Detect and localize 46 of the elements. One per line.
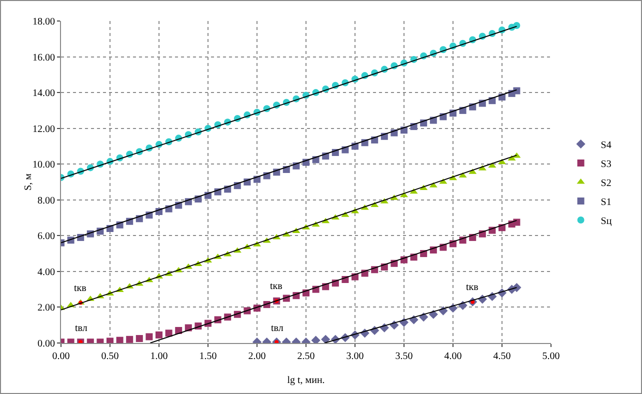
- y-tick-label: 0.00: [38, 338, 55, 350]
- point: [513, 22, 520, 29]
- annotation: tвл: [271, 323, 284, 334]
- point: [146, 333, 153, 340]
- x-tick-label: 0.00: [52, 351, 70, 362]
- legend-label: S2: [600, 178, 612, 189]
- x-tick-label: 2.00: [248, 351, 266, 362]
- point: [311, 336, 320, 343]
- x-tick-label: 2.50: [297, 351, 315, 362]
- y-tick-label: 6.00: [38, 231, 55, 242]
- x-tick-label: 5.00: [542, 351, 560, 362]
- point: [156, 331, 162, 338]
- annotation: tвл: [75, 323, 88, 334]
- x-tick-label: 1.50: [199, 351, 217, 362]
- point: [116, 336, 124, 343]
- point: [106, 338, 114, 343]
- point: [513, 87, 520, 94]
- legend-label: S1: [600, 196, 612, 208]
- annotation: tкв: [74, 283, 87, 294]
- point: [126, 336, 134, 343]
- y-tick-label: 14.00: [32, 88, 55, 100]
- y-tick-label: 12.00: [32, 124, 55, 135]
- y-axis-title: S, м: [23, 172, 34, 190]
- x-tick-label: 1.00: [150, 351, 168, 362]
- x-axis-title: lg t, мин.: [287, 375, 325, 386]
- point: [513, 218, 520, 226]
- x-tick-label: 3.50: [395, 351, 413, 362]
- annotation: tкв: [466, 282, 479, 293]
- point: [419, 312, 428, 322]
- legend-label: S4: [600, 140, 612, 151]
- y-tick-label: 16.00: [32, 52, 55, 64]
- x-tick-label: 4.50: [493, 351, 511, 362]
- x-tick-label: 4.00: [444, 351, 462, 362]
- point: [136, 335, 143, 342]
- legend-label: Sц: [600, 216, 612, 227]
- y-tick-label: 18.00: [32, 16, 55, 28]
- legend-label: S3: [600, 158, 612, 170]
- x-tick-label: 0.50: [101, 351, 119, 362]
- point: [165, 330, 172, 337]
- y-tick-label: 8.00: [38, 195, 55, 206]
- annotation: tкв: [270, 281, 283, 292]
- point: [321, 334, 330, 343]
- y-tick-label: 4.00: [38, 266, 55, 278]
- x-tick-label: 3.00: [346, 351, 364, 362]
- y-tick-label: 10.00: [32, 160, 55, 171]
- y-tick-label: 2.00: [38, 302, 55, 314]
